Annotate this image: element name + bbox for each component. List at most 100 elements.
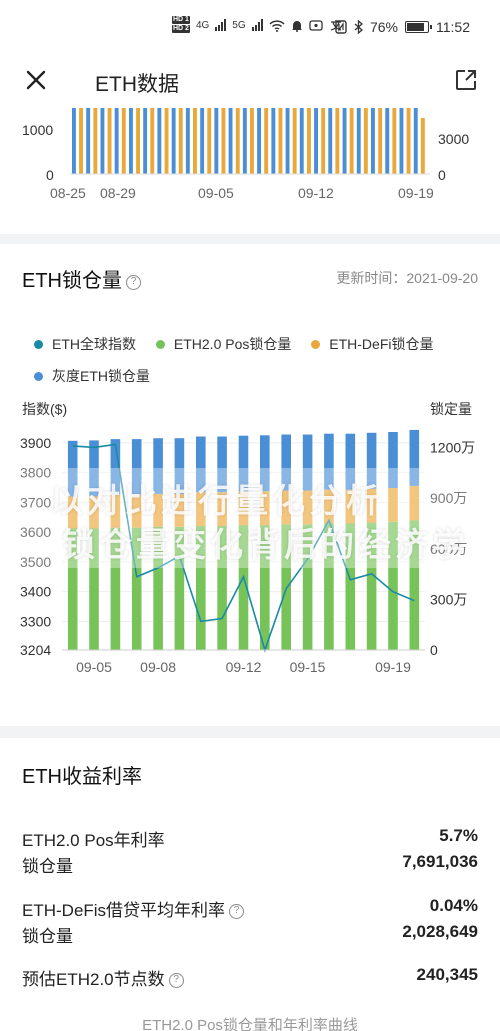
y-left-tick: 3204 <box>20 642 51 658</box>
lock-bar-segment[interactable] <box>67 528 78 651</box>
lock-bar-segment[interactable] <box>260 491 270 526</box>
hd-badges: HD 1 HD 2 <box>172 16 190 34</box>
legend-dot <box>34 339 43 349</box>
legend-item[interactable]: ETH2.0 Pos锁仓量 <box>155 334 291 354</box>
lock-bar-segment[interactable] <box>409 429 420 486</box>
top-chart-bar <box>328 108 333 174</box>
top-chart-bar <box>178 108 183 174</box>
lock-bar-segment[interactable] <box>260 525 270 650</box>
x-tick: 09-08 <box>140 659 176 675</box>
top-chart-card: 1000 0 3000 0 08-25 08-29 09-05 09-12 09… <box>0 108 500 234</box>
lock-bar-segment[interactable] <box>324 489 334 524</box>
yield-row-value: 240,345 <box>416 965 478 984</box>
index-line <box>72 443 415 653</box>
lock-bar-segment[interactable] <box>89 528 99 651</box>
yield-card-title: ETH收益利率 <box>22 766 142 788</box>
lock-bar-segment[interactable] <box>281 434 291 491</box>
lock-bar-segment[interactable] <box>324 523 334 650</box>
close-icon[interactable] <box>22 66 50 94</box>
lock-bar-segment[interactable] <box>196 492 206 526</box>
lock-bar-segment[interactable] <box>89 496 99 529</box>
lock-bar-segment[interactable] <box>131 494 142 528</box>
lock-chart[interactable]: 3900 3800 3700 3600 3500 3400 3300 3204 1200万 900… <box>0 424 500 734</box>
top-chart-bar <box>221 108 226 174</box>
lock-bar-segment[interactable] <box>345 489 356 524</box>
update-label: 更新时间： <box>336 270 407 286</box>
lock-bar-segment[interactable] <box>366 488 377 523</box>
lock-bar-segment[interactable] <box>302 490 313 525</box>
lock-bar-segment[interactable] <box>388 521 398 651</box>
bell-icon <box>291 20 302 32</box>
lock-bar-segment[interactable] <box>409 486 420 521</box>
lock-bar-segment[interactable] <box>238 491 249 526</box>
lock-bar-segment[interactable] <box>153 526 163 650</box>
yield-row: ETH-DeFis借贷平均年利率? 0.04% <box>22 896 478 921</box>
lock-bar-segment[interactable] <box>174 438 185 494</box>
lock-bar-segment[interactable] <box>260 435 270 492</box>
lock-bar-segment[interactable] <box>238 525 249 650</box>
lock-bar-segment[interactable] <box>131 439 142 495</box>
lock-bar-segment[interactable] <box>281 524 291 650</box>
x-tick: 09-15 <box>290 659 326 675</box>
y-left-tick: 3800 <box>20 465 51 481</box>
lock-bar-segment[interactable] <box>366 522 377 650</box>
lock-bar-segment[interactable] <box>153 438 163 494</box>
lock-bar-segment[interactable] <box>302 524 313 650</box>
yield-row: 锁仓量 7,691,036 <box>22 852 478 877</box>
lock-bar-segment[interactable] <box>345 433 356 490</box>
lock-bar-segment[interactable] <box>89 440 99 497</box>
legend-item[interactable]: 灰度ETH锁仓量 <box>34 366 150 386</box>
yield-curve-link[interactable]: ETH2.0 Pos锁仓量和年利率曲线 <box>142 1017 358 1031</box>
lock-bar-segment[interactable] <box>174 526 185 650</box>
top-chart-bar <box>278 108 283 174</box>
y-left-tick: 3300 <box>20 613 51 629</box>
lock-bar-segment[interactable] <box>388 432 398 488</box>
lock-bar-segment[interactable] <box>217 436 227 493</box>
eth-yield-card: ETH收益利率 ETH2.0 Pos年利率 5.7% 锁仓量 7,691,036… <box>0 738 500 1031</box>
lock-bar-segment[interactable] <box>153 493 163 527</box>
legend-item[interactable]: ETH全球指数 <box>34 334 136 354</box>
lock-bar-segment[interactable] <box>281 490 291 525</box>
top-chart-bar <box>164 108 169 174</box>
lock-bar-segment[interactable] <box>67 440 78 497</box>
top-chart-bar <box>228 108 233 174</box>
legend-label: 灰度ETH锁仓量 <box>52 368 150 384</box>
top-chart-bar <box>193 108 197 174</box>
top-chart-bar <box>136 108 140 174</box>
share-icon[interactable] <box>452 66 480 94</box>
lock-bar-segment[interactable] <box>110 494 121 528</box>
status-bar: HD 1 HD 2 4G 5G 76% 11:52 <box>0 0 500 54</box>
yield-row-value: 2,028,649 <box>402 922 478 941</box>
lock-bar-segment[interactable] <box>238 435 249 492</box>
help-icon[interactable]: ? <box>168 973 184 988</box>
status-right: 76% 11:52 <box>335 19 470 35</box>
top-chart-bar <box>93 108 98 174</box>
lock-bar-segment[interactable] <box>217 492 227 526</box>
top-chart-bar <box>299 108 304 174</box>
top-chart-bar <box>406 108 411 174</box>
lock-card-title: ETH锁仓量? <box>22 264 141 293</box>
help-icon[interactable]: ? <box>126 275 141 290</box>
help-icon[interactable]: ? <box>229 904 245 919</box>
legend-dot <box>155 339 165 349</box>
lock-bar-segment[interactable] <box>409 520 420 650</box>
lock-bar-segment[interactable] <box>366 432 377 489</box>
lock-bar-segment[interactable] <box>388 488 398 522</box>
lock-bar-segment[interactable] <box>131 527 142 650</box>
top-chart-bar <box>185 108 190 174</box>
lock-bar-segment[interactable] <box>110 527 121 650</box>
lock-bar-segment[interactable] <box>217 526 227 650</box>
lock-bar-segment[interactable] <box>196 436 206 493</box>
lock-bar-segment[interactable] <box>324 433 334 490</box>
lock-bar-segment[interactable] <box>196 526 206 650</box>
lock-bar-segment[interactable] <box>67 496 78 529</box>
legend-item[interactable]: ETH-DeFi锁仓量 <box>311 334 434 354</box>
top-chart-bar <box>420 118 425 174</box>
lock-bar-segment[interactable] <box>345 523 356 650</box>
top-chart-bar <box>363 108 368 174</box>
lock-bar-segment[interactable] <box>174 493 185 527</box>
lock-bar-segment[interactable] <box>110 439 121 495</box>
top-x-tick: 09-19 <box>398 185 434 201</box>
wifi-icon <box>269 19 285 32</box>
lock-bar-segment[interactable] <box>302 434 313 491</box>
